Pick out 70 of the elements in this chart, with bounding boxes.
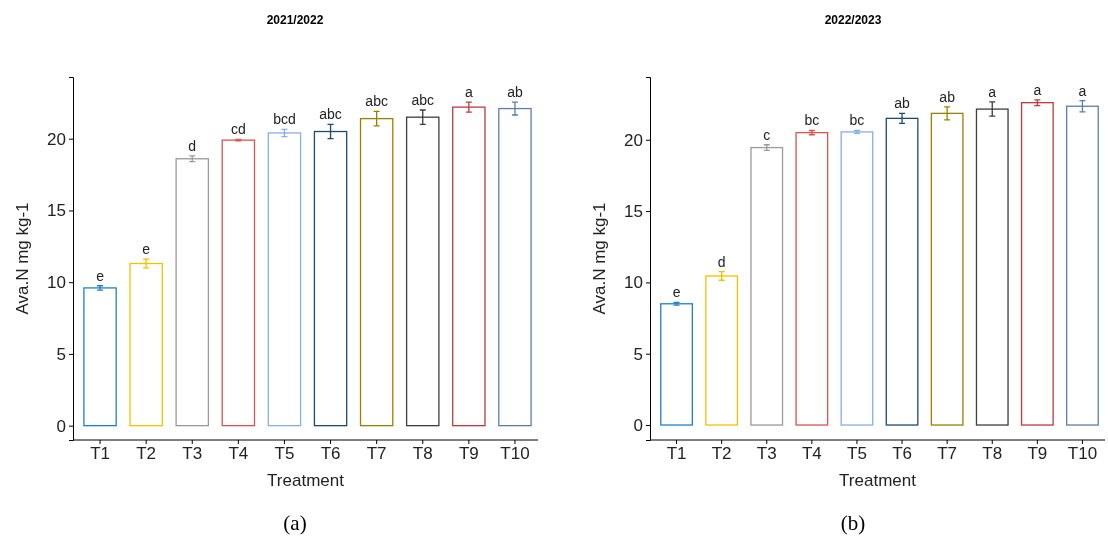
y-tick-label: 5 xyxy=(56,344,66,364)
bar xyxy=(885,117,919,426)
x-tick-label: T10 xyxy=(500,444,530,464)
data-label: abc xyxy=(319,106,342,123)
x-axis-title: Treatment xyxy=(839,471,917,490)
bar xyxy=(221,139,256,427)
x-tick-label: T1 xyxy=(666,444,687,464)
x-tick-label: T1 xyxy=(90,444,110,464)
bar xyxy=(750,146,784,426)
data-label: ab xyxy=(507,84,523,101)
x-tick-label: T10 xyxy=(1067,444,1098,464)
text: (a) xyxy=(283,511,307,535)
bar xyxy=(1020,102,1054,426)
bar xyxy=(175,158,210,427)
bar xyxy=(795,131,829,426)
data-label: a xyxy=(988,83,997,100)
data-label: cd xyxy=(230,121,246,138)
x-tick-label: T8 xyxy=(412,444,433,464)
data-label: a xyxy=(1078,82,1087,99)
y-tick-label: 15 xyxy=(624,202,643,222)
x-tick-label: T7 xyxy=(366,444,387,464)
y-tick-label: 20 xyxy=(47,129,66,149)
x-tick-label: T4 xyxy=(801,444,822,464)
y-tick-label: 20 xyxy=(624,130,643,150)
data-label: bc xyxy=(849,112,865,129)
x-tick-label: T4 xyxy=(228,444,249,464)
x-tick-label: T9 xyxy=(458,444,479,464)
data-label: e xyxy=(672,284,681,301)
bar xyxy=(660,303,693,426)
x-tick-label: T2 xyxy=(711,444,732,464)
y-axis-title: Ava.N mg kg-1 xyxy=(13,202,32,315)
data-label: ab xyxy=(894,95,911,112)
data-label: d xyxy=(717,253,726,270)
x-tick-label: T8 xyxy=(982,444,1003,464)
data-label: e xyxy=(142,241,151,258)
bar xyxy=(267,132,302,427)
data-label: abc xyxy=(365,93,388,110)
data-label: bc xyxy=(804,112,820,129)
data-label: a xyxy=(464,84,473,101)
data-label: c xyxy=(763,126,771,143)
x-tick-label: T3 xyxy=(182,444,203,464)
bar xyxy=(705,275,739,426)
x-tick-label: T7 xyxy=(937,444,958,464)
bar xyxy=(129,262,163,427)
y-tick-label: 15 xyxy=(47,201,66,221)
y-tick-label: 0 xyxy=(633,415,643,435)
data-label: d xyxy=(188,137,197,154)
chart-title: 2022/2023 xyxy=(824,13,882,27)
text: (b) xyxy=(840,511,866,535)
x-tick-label: T6 xyxy=(892,444,912,464)
chart-title: 2021/2022 xyxy=(266,13,324,27)
y-tick-label: 10 xyxy=(624,273,643,293)
x-tick-label: T5 xyxy=(274,444,295,464)
x-axis-title: Treatment xyxy=(267,471,345,490)
bar xyxy=(840,131,874,426)
y-axis-title: Ava.N mg kg-1 xyxy=(590,202,609,315)
x-tick-label: T3 xyxy=(756,444,777,464)
bar xyxy=(83,287,117,427)
x-tick-label: T2 xyxy=(136,444,157,464)
x-tick-label: T9 xyxy=(1027,444,1048,464)
data-label: ab xyxy=(939,88,956,105)
data-label: e xyxy=(96,267,105,284)
data-label: bcd xyxy=(273,111,296,128)
y-tick-label: 5 xyxy=(633,344,643,364)
y-tick-label: 10 xyxy=(47,273,66,293)
data-label: a xyxy=(1033,81,1042,98)
data-label: abc xyxy=(411,92,435,108)
y-tick-label: 0 xyxy=(56,416,66,436)
x-tick-label: T5 xyxy=(847,444,867,464)
x-tick-label: T6 xyxy=(320,444,341,464)
